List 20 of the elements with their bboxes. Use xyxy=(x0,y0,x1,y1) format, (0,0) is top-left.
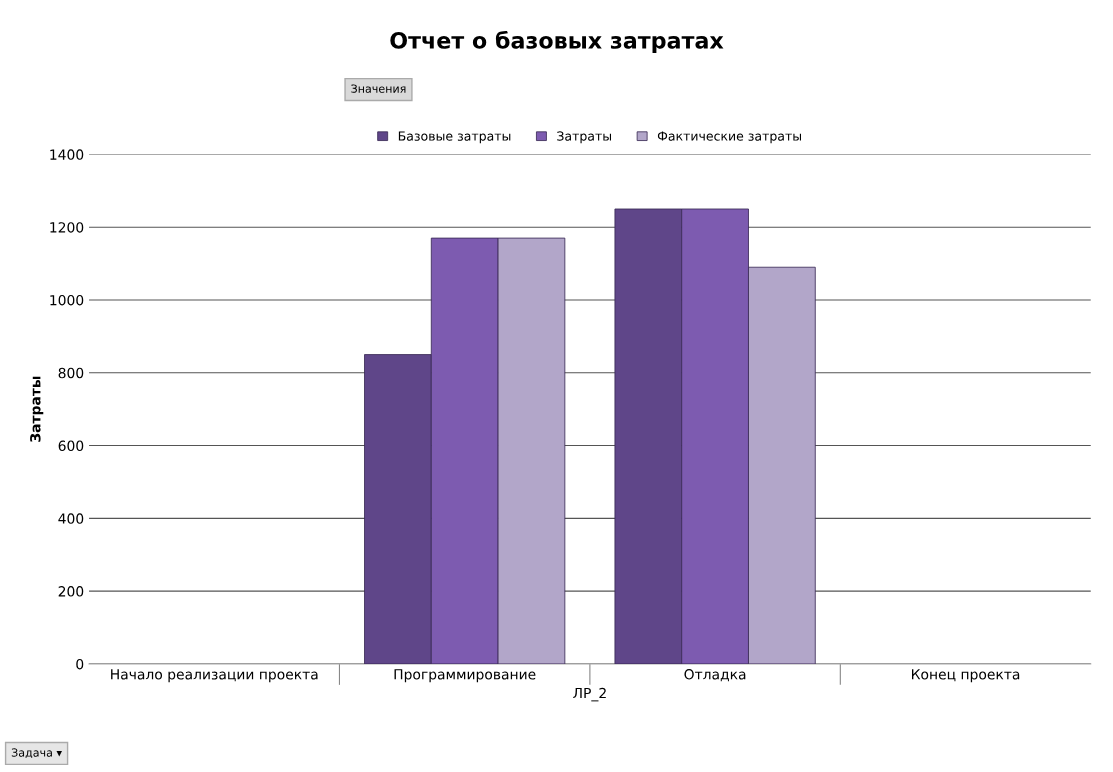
y-axis-title: Затраты xyxy=(30,376,44,442)
y-tick-label: 200 xyxy=(58,586,84,597)
x-tick-label: Начало реализации проекта xyxy=(111,669,318,683)
x-tick-label: Отладка xyxy=(684,669,746,682)
x-axis-title: ЛР_2 xyxy=(573,687,606,702)
legend-label: Базовые затраты xyxy=(398,131,511,144)
x-tick-label: Программирование xyxy=(394,669,536,683)
legend-title: Значения xyxy=(351,84,406,93)
y-tick-label: 400 xyxy=(58,513,84,524)
y-tick-label: 800 xyxy=(58,367,84,379)
y-tick-label: 1200 xyxy=(50,222,84,233)
y-tick-label: 1000 xyxy=(50,294,84,306)
y-tick-label: 600 xyxy=(58,440,84,452)
legend-label: Затраты xyxy=(557,131,612,144)
chart-title: Отчет о базовых затратах xyxy=(390,30,724,54)
y-tick-label: 1400 xyxy=(50,149,84,160)
text: Задача ▾ xyxy=(11,748,62,759)
x-tick-label: Конец проекта xyxy=(912,669,1020,683)
legend-label: Фактические затраты xyxy=(657,131,801,144)
y-tick-label: 0 xyxy=(76,658,84,670)
